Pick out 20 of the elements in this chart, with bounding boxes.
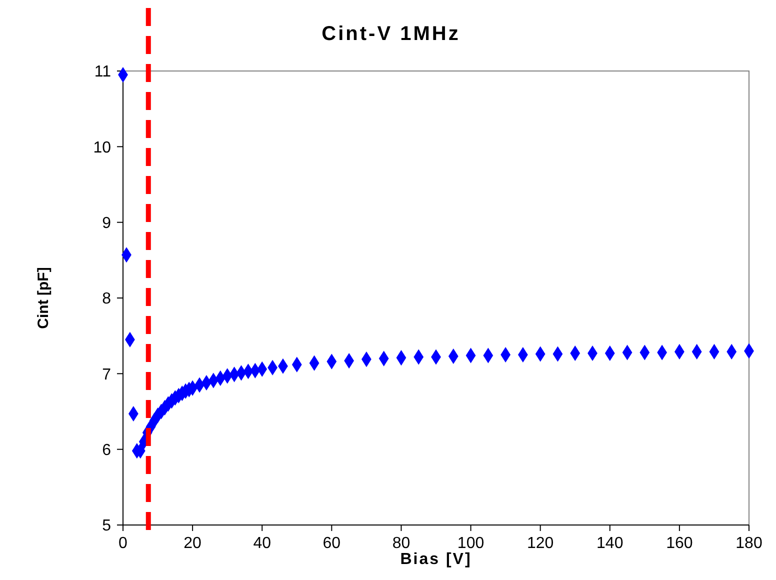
x-axis-title: Bias [V] [400, 551, 472, 568]
x-tick-label: 100 [457, 535, 484, 552]
y-axis-title: Cint [pF] [35, 267, 52, 329]
x-tick-label: 60 [322, 535, 341, 552]
y-tick-label: 11 [94, 64, 112, 81]
x-tick-label: 0 [118, 535, 128, 552]
y-tick-label: 10 [93, 139, 112, 156]
y-tick-label: 7 [102, 366, 112, 384]
x-tick-label: 40 [253, 535, 272, 552]
x-tick-label: 180 [736, 535, 762, 552]
y-tick-label: 8 [102, 290, 112, 308]
x-tick-label: 160 [666, 535, 693, 552]
x-tick-label: 140 [596, 535, 624, 552]
x-tick-label: 120 [526, 535, 554, 552]
x-tick-label: 80 [392, 535, 410, 552]
x-tick-label: 20 [184, 535, 202, 552]
y-tick-label: 6 [102, 442, 112, 459]
y-tick-label: 5 [102, 518, 112, 535]
y-tick-label: 9 [102, 214, 112, 232]
chart-title: Cint-V 1MHz [322, 23, 460, 45]
